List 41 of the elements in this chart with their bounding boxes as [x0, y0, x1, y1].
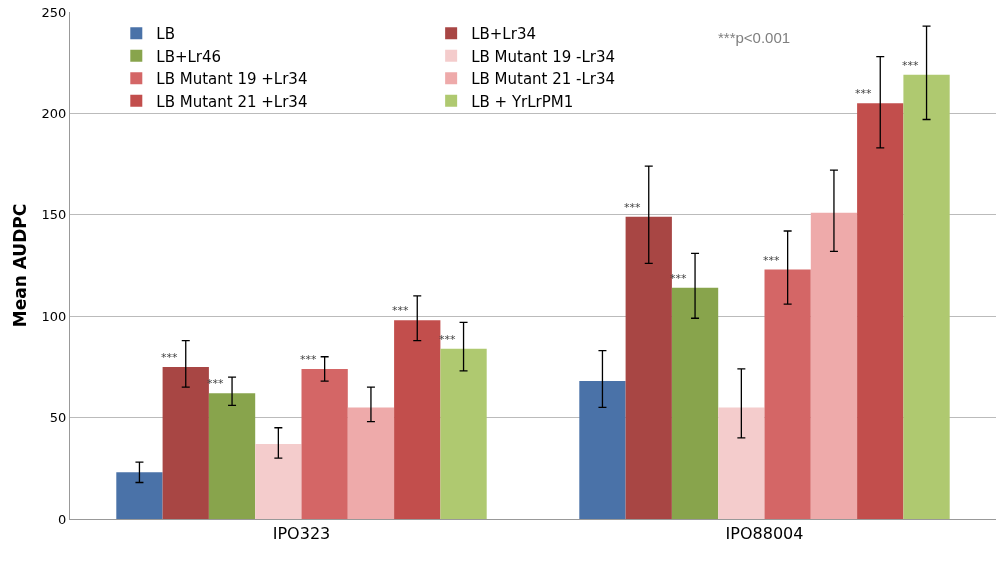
y-tick-label: 150	[41, 207, 67, 223]
data-label: ***	[161, 351, 178, 364]
bar	[116, 472, 163, 519]
y-tick-label: 200	[41, 105, 67, 121]
bar	[347, 407, 395, 519]
legend-label: LB	[156, 25, 175, 44]
y-tick-label: 100	[41, 308, 67, 324]
y-tick-label: 250	[41, 4, 67, 20]
bar	[301, 368, 348, 519]
legend-label: LB + YrLrPM1	[471, 92, 574, 111]
data-label: ***	[624, 201, 641, 214]
bar	[810, 212, 858, 519]
legend-label: LB Mutant 21 +Lr34	[156, 92, 308, 111]
annotation: ***p<0.001	[718, 29, 791, 46]
legend-label: LB+Lr34	[471, 25, 536, 44]
data-label: ***	[902, 59, 919, 72]
data-label: ***	[300, 353, 317, 366]
legend-label: LB+Lr46	[156, 47, 222, 66]
x-tick-label: IPO88004	[725, 524, 804, 544]
bar	[671, 287, 719, 519]
bar	[208, 393, 256, 519]
y-tick-label: 0	[58, 511, 67, 527]
data-label: ***	[392, 304, 409, 317]
y-tick-label: 50	[49, 410, 67, 426]
legend-label: LB Mutant 19 +Lr34	[156, 70, 308, 89]
bar	[394, 320, 441, 519]
bar	[903, 74, 950, 519]
bar	[857, 103, 904, 519]
bar	[440, 348, 487, 519]
legend-label: LB Mutant 21 -Lr34	[471, 70, 616, 89]
bar	[255, 443, 302, 519]
bar	[625, 216, 672, 519]
x-tick-label: IPO323	[272, 524, 331, 544]
data-label: ***	[855, 87, 872, 100]
y-axis-title: Mean AUDPC	[10, 203, 30, 328]
bar	[162, 366, 209, 519]
data-label: ***	[763, 254, 780, 267]
bar	[579, 381, 626, 519]
legend-label: LB Mutant 19 -Lr34	[471, 47, 616, 66]
bar	[718, 407, 765, 519]
bar	[764, 269, 811, 519]
